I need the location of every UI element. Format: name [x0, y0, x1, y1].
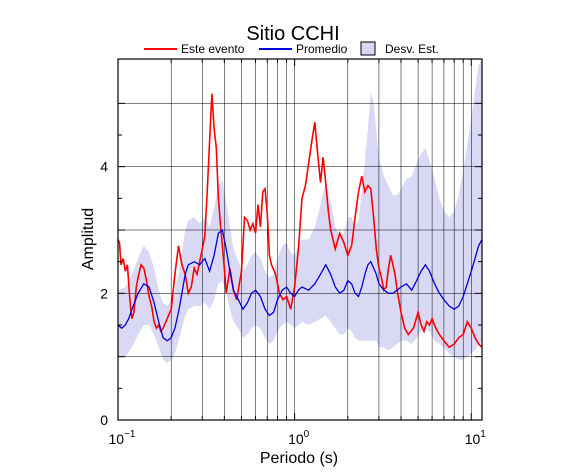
plot-frame	[117, 58, 483, 421]
legend: Este evento Promedio Desv. Est.	[144, 41, 439, 56]
std-dev-band	[118, 59, 482, 363]
x-tick-base: 10	[109, 431, 125, 447]
series-line-promedio	[117, 228, 483, 342]
y-axis-label: Amplitud	[80, 208, 97, 270]
x-tick-exponent: −1	[124, 429, 136, 440]
x-tick-label: 100	[288, 429, 310, 447]
x-tick-base: 10	[465, 431, 481, 447]
x-tick-labels: 10−1 100 101	[109, 429, 487, 447]
y-tick-label: 0	[100, 412, 108, 428]
axis-ticks	[117, 59, 482, 421]
y-tick-label: 4	[100, 159, 108, 175]
legend-label-promedio: Promedio	[296, 42, 348, 56]
series-line-este-evento	[117, 93, 483, 349]
x-tick-label: 101	[465, 429, 487, 447]
x-tick-label: 10−1	[109, 429, 136, 447]
x-axis-label: Periodo (s)	[260, 450, 338, 467]
legend-label-desv-est: Desv. Est.	[385, 42, 439, 56]
y-tick-label: 2	[100, 285, 108, 301]
chart-title: Sitio CCHI	[246, 23, 339, 45]
y-tick-labels: 0 2 4	[100, 159, 108, 428]
x-tick-exponent: 1	[480, 429, 486, 440]
legend-label-este-evento: Este evento	[181, 42, 245, 56]
plot-area	[117, 58, 483, 421]
legend-swatch-desv-est	[360, 41, 376, 56]
x-tick-exponent: 0	[304, 429, 310, 440]
x-tick-base: 10	[288, 431, 304, 447]
